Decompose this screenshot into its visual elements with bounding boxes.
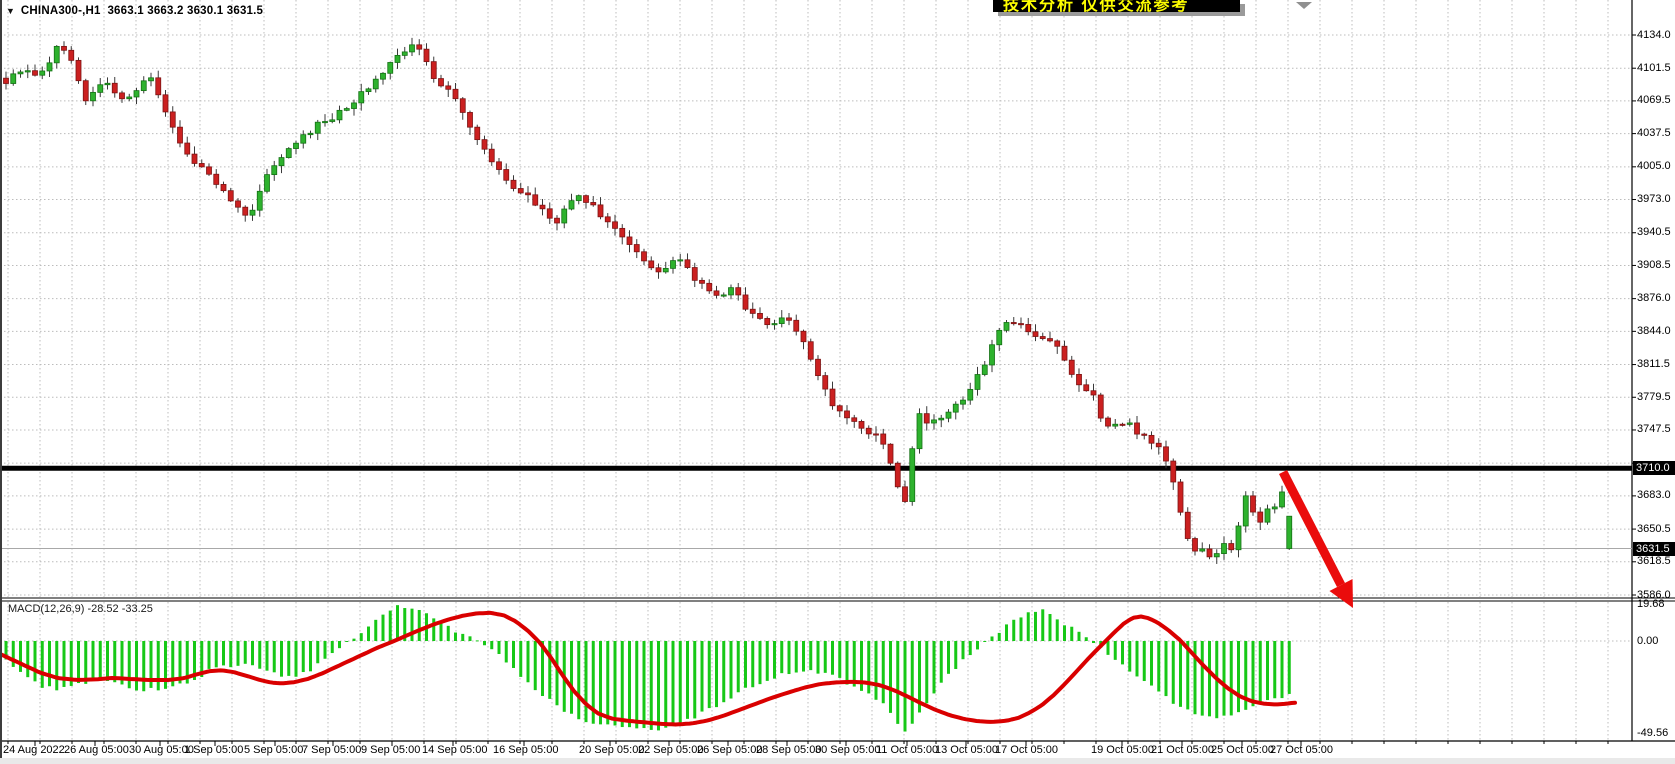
macd-axis-label: 19.68	[1637, 597, 1665, 610]
price-axis-label: 3779.5	[1637, 390, 1671, 403]
date-axis-label: 16 Sep 05:00	[493, 744, 559, 756]
hline-price-tag: 3710.0	[1633, 461, 1675, 476]
date-axis-label: 22 Sep 05:00	[638, 744, 704, 756]
date-axis-label: 7 Sep 05:00	[302, 744, 362, 756]
date-axis-label: 30 Aug 05:00	[129, 744, 194, 756]
window-left-border	[0, 0, 2, 758]
date-axis-label: 19 Oct 05:00	[1091, 744, 1154, 756]
ohlc-quote: 3663.1 3663.2 3630.1 3631.5	[107, 5, 264, 17]
date-axis-label: 1 Sep 05:00	[184, 744, 244, 756]
price-axis-label: 3618.5	[1637, 555, 1671, 568]
chart-dropdown-icon[interactable]: ▼	[6, 6, 15, 16]
price-axis-label: 4101.5	[1637, 61, 1671, 74]
symbol-title: CHINA300-,H1 3663.1 3663.2 3630.1 3631.5	[21, 5, 263, 17]
date-axis-label: 25 Oct 05:00	[1211, 744, 1274, 756]
price-axis-label: 3586.0	[1637, 588, 1671, 601]
date-axis-label: 21 Oct 05:00	[1151, 744, 1214, 756]
price-axis-label: 3876.0	[1637, 292, 1671, 305]
price-axis-label: 3811.5	[1637, 358, 1670, 371]
date-axis-label: 14 Sep 05:00	[422, 744, 488, 756]
current-price-tag: 3631.5	[1633, 541, 1675, 556]
date-axis-label: 30 Sep 05:00	[815, 744, 881, 756]
price-axis-label: 4005.0	[1637, 160, 1671, 173]
date-axis-label: 28 Sep 05:00	[756, 744, 822, 756]
date-axis-label: 13 Oct 05:00	[935, 744, 998, 756]
chart-title-row: ▼ CHINA300-,H1 3663.1 3663.2 3630.1 3631…	[6, 4, 263, 18]
macd-indicator-label: MACD(12,26,9) -28.52 -33.25	[8, 603, 153, 615]
date-axis-label: 17 Oct 05:00	[995, 744, 1058, 756]
price-axis-label: 3650.5	[1637, 522, 1671, 535]
macd-axis-label: -49.56	[1637, 726, 1669, 739]
date-axis-label: 5 Sep 05:00	[244, 744, 304, 756]
window-bottom-strip	[0, 758, 1675, 764]
chart-shift-marker-icon[interactable]	[1296, 2, 1312, 9]
date-axis-label: 9 Sep 05:00	[361, 744, 421, 756]
date-axis-label: 26 Sep 05:00	[697, 744, 763, 756]
date-axis-label: 20 Sep 05:00	[579, 744, 645, 756]
promo-banner-text: 技术分析 仅供交流参考	[1003, 0, 1190, 12]
price-axis-label: 3683.0	[1637, 489, 1671, 502]
date-axis-label: 26 Aug 05:00	[64, 744, 129, 756]
macd-axis-label: 0.00	[1637, 634, 1659, 647]
down-trend-arrow[interactable]	[1278, 469, 1353, 608]
price-axis-label: 3973.0	[1637, 193, 1671, 206]
price-axis-label: 3908.5	[1637, 258, 1671, 271]
symbol-period: CHINA300-,H1	[20, 5, 101, 17]
price-axis-label: 4069.5	[1637, 94, 1671, 107]
price-axis-label: 3844.0	[1637, 324, 1671, 337]
promo-banner: 技术分析 仅供交流参考	[993, 0, 1240, 12]
price-axis-label: 3747.5	[1637, 423, 1671, 436]
price-axis-label: 4134.0	[1637, 28, 1671, 41]
date-axis-label: 11 Oct 05:00	[876, 744, 939, 756]
price-axis-label: 4037.5	[1637, 127, 1671, 140]
date-axis-label: 27 Oct 05:00	[1270, 744, 1333, 756]
date-axis-label: 24 Aug 2022	[3, 744, 65, 756]
price-axis-label: 3940.5	[1637, 226, 1671, 239]
